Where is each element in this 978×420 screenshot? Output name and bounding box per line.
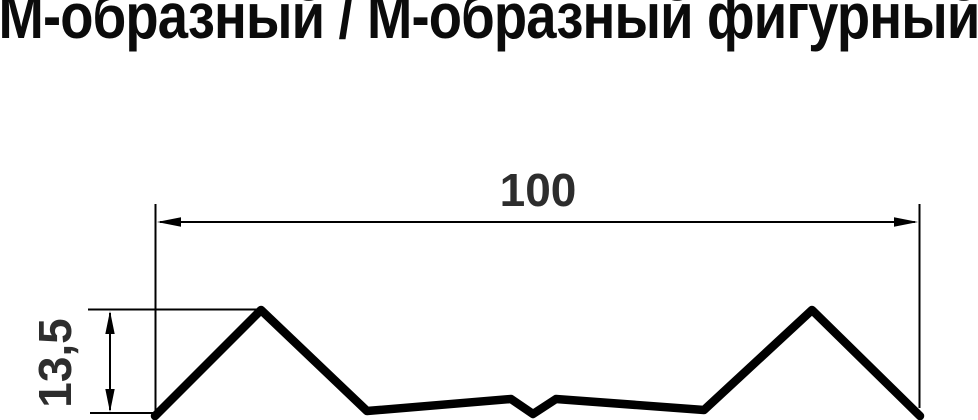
profile-outline [150, 305, 925, 420]
height-dimension-label: 13,5 [29, 318, 81, 408]
dim-arrow-down [105, 389, 115, 412]
page-title: М-образный / М-образный фигурный [0, 0, 978, 52]
width-dimension-label: 100 [500, 164, 577, 216]
dim-arrow-up [105, 311, 115, 334]
dim-arrow-left [157, 217, 181, 227]
dim-arrow-right [894, 217, 918, 227]
